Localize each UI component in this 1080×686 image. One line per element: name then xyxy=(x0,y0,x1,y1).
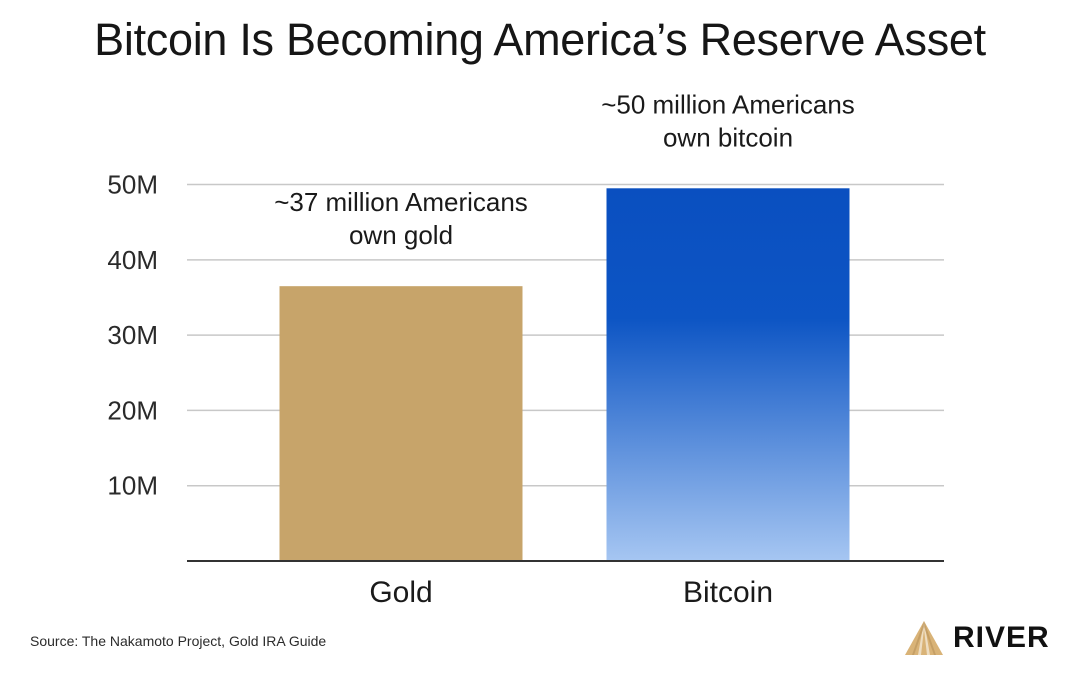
x-axis-category-labels: Gold Bitcoin xyxy=(369,576,773,609)
y-tick-label: 10M xyxy=(107,471,158,501)
brand-name: RIVER xyxy=(953,621,1050,654)
bar-bitcoin xyxy=(606,188,850,561)
bar-annotation-line: ~37 million Americans xyxy=(274,187,528,217)
chart-title: Bitcoin Is Becoming America’s Reserve As… xyxy=(94,14,986,65)
brand-logo: RIVER xyxy=(903,618,1050,658)
river-mountain-logo-icon xyxy=(905,621,943,655)
bar-gold xyxy=(279,286,523,561)
y-tick-label: 50M xyxy=(107,170,158,200)
bars xyxy=(279,188,850,561)
category-label: Gold xyxy=(369,576,432,609)
source-note: Source: The Nakamoto Project, Gold IRA G… xyxy=(30,633,327,649)
category-label: Bitcoin xyxy=(683,576,773,609)
y-tick-label: 20M xyxy=(107,395,158,425)
y-tick-label: 40M xyxy=(107,245,158,275)
y-tick-label: 30M xyxy=(107,320,158,350)
bar-annotation-line: own gold xyxy=(349,220,453,250)
bar-annotation-line: ~50 million Americans xyxy=(601,89,855,119)
bar-annotation-line: own bitcoin xyxy=(663,122,793,152)
y-axis-tick-labels: 10M 20M 30M 40M 50M xyxy=(107,170,158,501)
